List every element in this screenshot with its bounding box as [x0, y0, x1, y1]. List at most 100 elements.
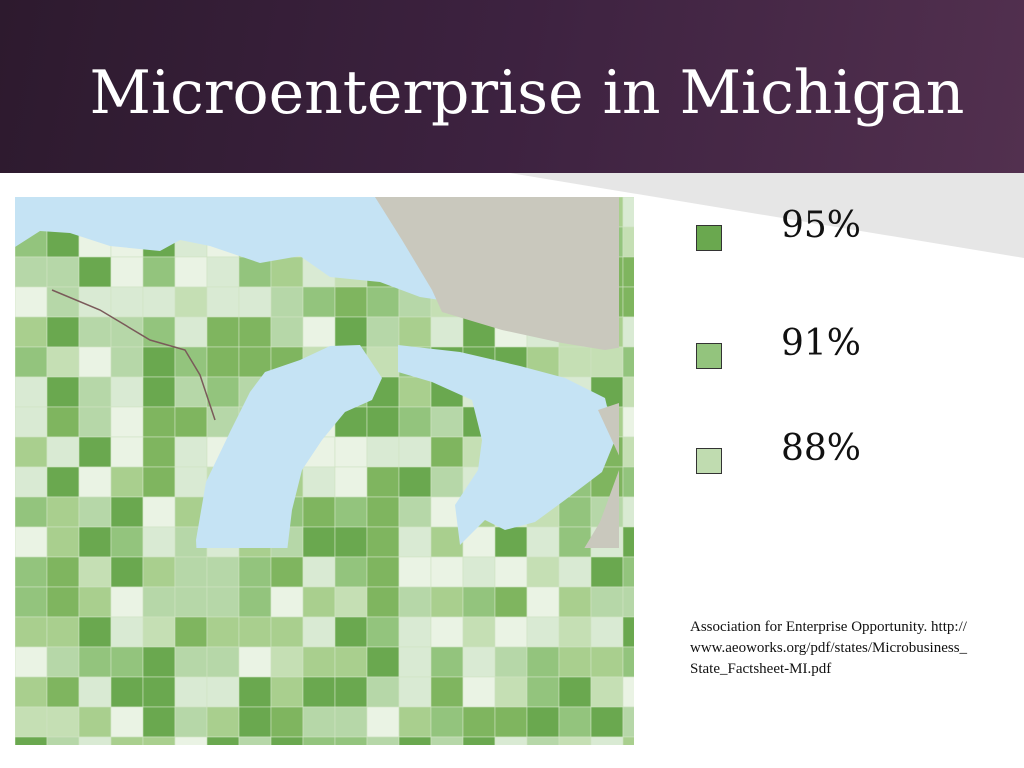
county [111, 737, 143, 745]
county [463, 647, 495, 677]
county [207, 557, 239, 587]
county [207, 287, 239, 317]
county [527, 527, 559, 557]
county [527, 737, 559, 745]
county [335, 287, 367, 317]
county [527, 707, 559, 737]
county [143, 407, 175, 437]
county [399, 587, 431, 617]
county [271, 737, 303, 745]
county [15, 287, 47, 317]
county [399, 557, 431, 587]
county [47, 617, 79, 647]
county [111, 707, 143, 737]
county [559, 647, 591, 677]
county [335, 707, 367, 737]
county [111, 617, 143, 647]
county [367, 527, 399, 557]
county [591, 557, 623, 587]
county [463, 587, 495, 617]
county [623, 377, 634, 407]
county [79, 437, 111, 467]
county [495, 677, 527, 707]
county [399, 707, 431, 737]
county [79, 647, 111, 677]
county [399, 407, 431, 437]
county [623, 437, 634, 467]
county [623, 407, 634, 437]
county [143, 587, 175, 617]
county [47, 437, 79, 467]
county [367, 617, 399, 647]
county [271, 587, 303, 617]
county [239, 287, 271, 317]
county [399, 467, 431, 497]
county [399, 437, 431, 467]
county [15, 347, 47, 377]
county [111, 377, 143, 407]
county [623, 677, 634, 707]
county [623, 617, 634, 647]
county [303, 617, 335, 647]
county [207, 587, 239, 617]
county [399, 677, 431, 707]
slide: Microenterprise in Michigan 95%91%88% As… [0, 0, 1024, 768]
county [559, 527, 591, 557]
county [15, 497, 47, 527]
county [239, 617, 271, 647]
county [15, 437, 47, 467]
county [335, 467, 367, 497]
county [623, 737, 634, 745]
county [175, 707, 207, 737]
county [143, 617, 175, 647]
county [495, 587, 527, 617]
county [79, 587, 111, 617]
county [47, 647, 79, 677]
county [47, 467, 79, 497]
county [303, 497, 335, 527]
county [431, 677, 463, 707]
county [431, 707, 463, 737]
county [271, 707, 303, 737]
county [431, 647, 463, 677]
county [111, 587, 143, 617]
county [431, 317, 463, 347]
county [303, 527, 335, 557]
county [623, 497, 634, 527]
county [463, 617, 495, 647]
county [143, 347, 175, 377]
county [15, 377, 47, 407]
county [335, 677, 367, 707]
county [495, 707, 527, 737]
county [463, 557, 495, 587]
county [399, 617, 431, 647]
county [15, 257, 47, 287]
county [47, 707, 79, 737]
county [79, 677, 111, 707]
county [15, 317, 47, 347]
county [623, 227, 634, 257]
county [591, 737, 623, 745]
county [335, 527, 367, 557]
county [79, 527, 111, 557]
county [335, 557, 367, 587]
county [207, 347, 239, 377]
county [207, 707, 239, 737]
county [335, 617, 367, 647]
county [47, 377, 79, 407]
county [15, 467, 47, 497]
county [527, 557, 559, 587]
county [463, 707, 495, 737]
county [175, 617, 207, 647]
county [431, 737, 463, 745]
county [175, 647, 207, 677]
county [303, 707, 335, 737]
county [47, 677, 79, 707]
county [47, 257, 79, 287]
county [111, 557, 143, 587]
county [207, 617, 239, 647]
county [463, 677, 495, 707]
county [143, 467, 175, 497]
county [111, 527, 143, 557]
county [47, 497, 79, 527]
